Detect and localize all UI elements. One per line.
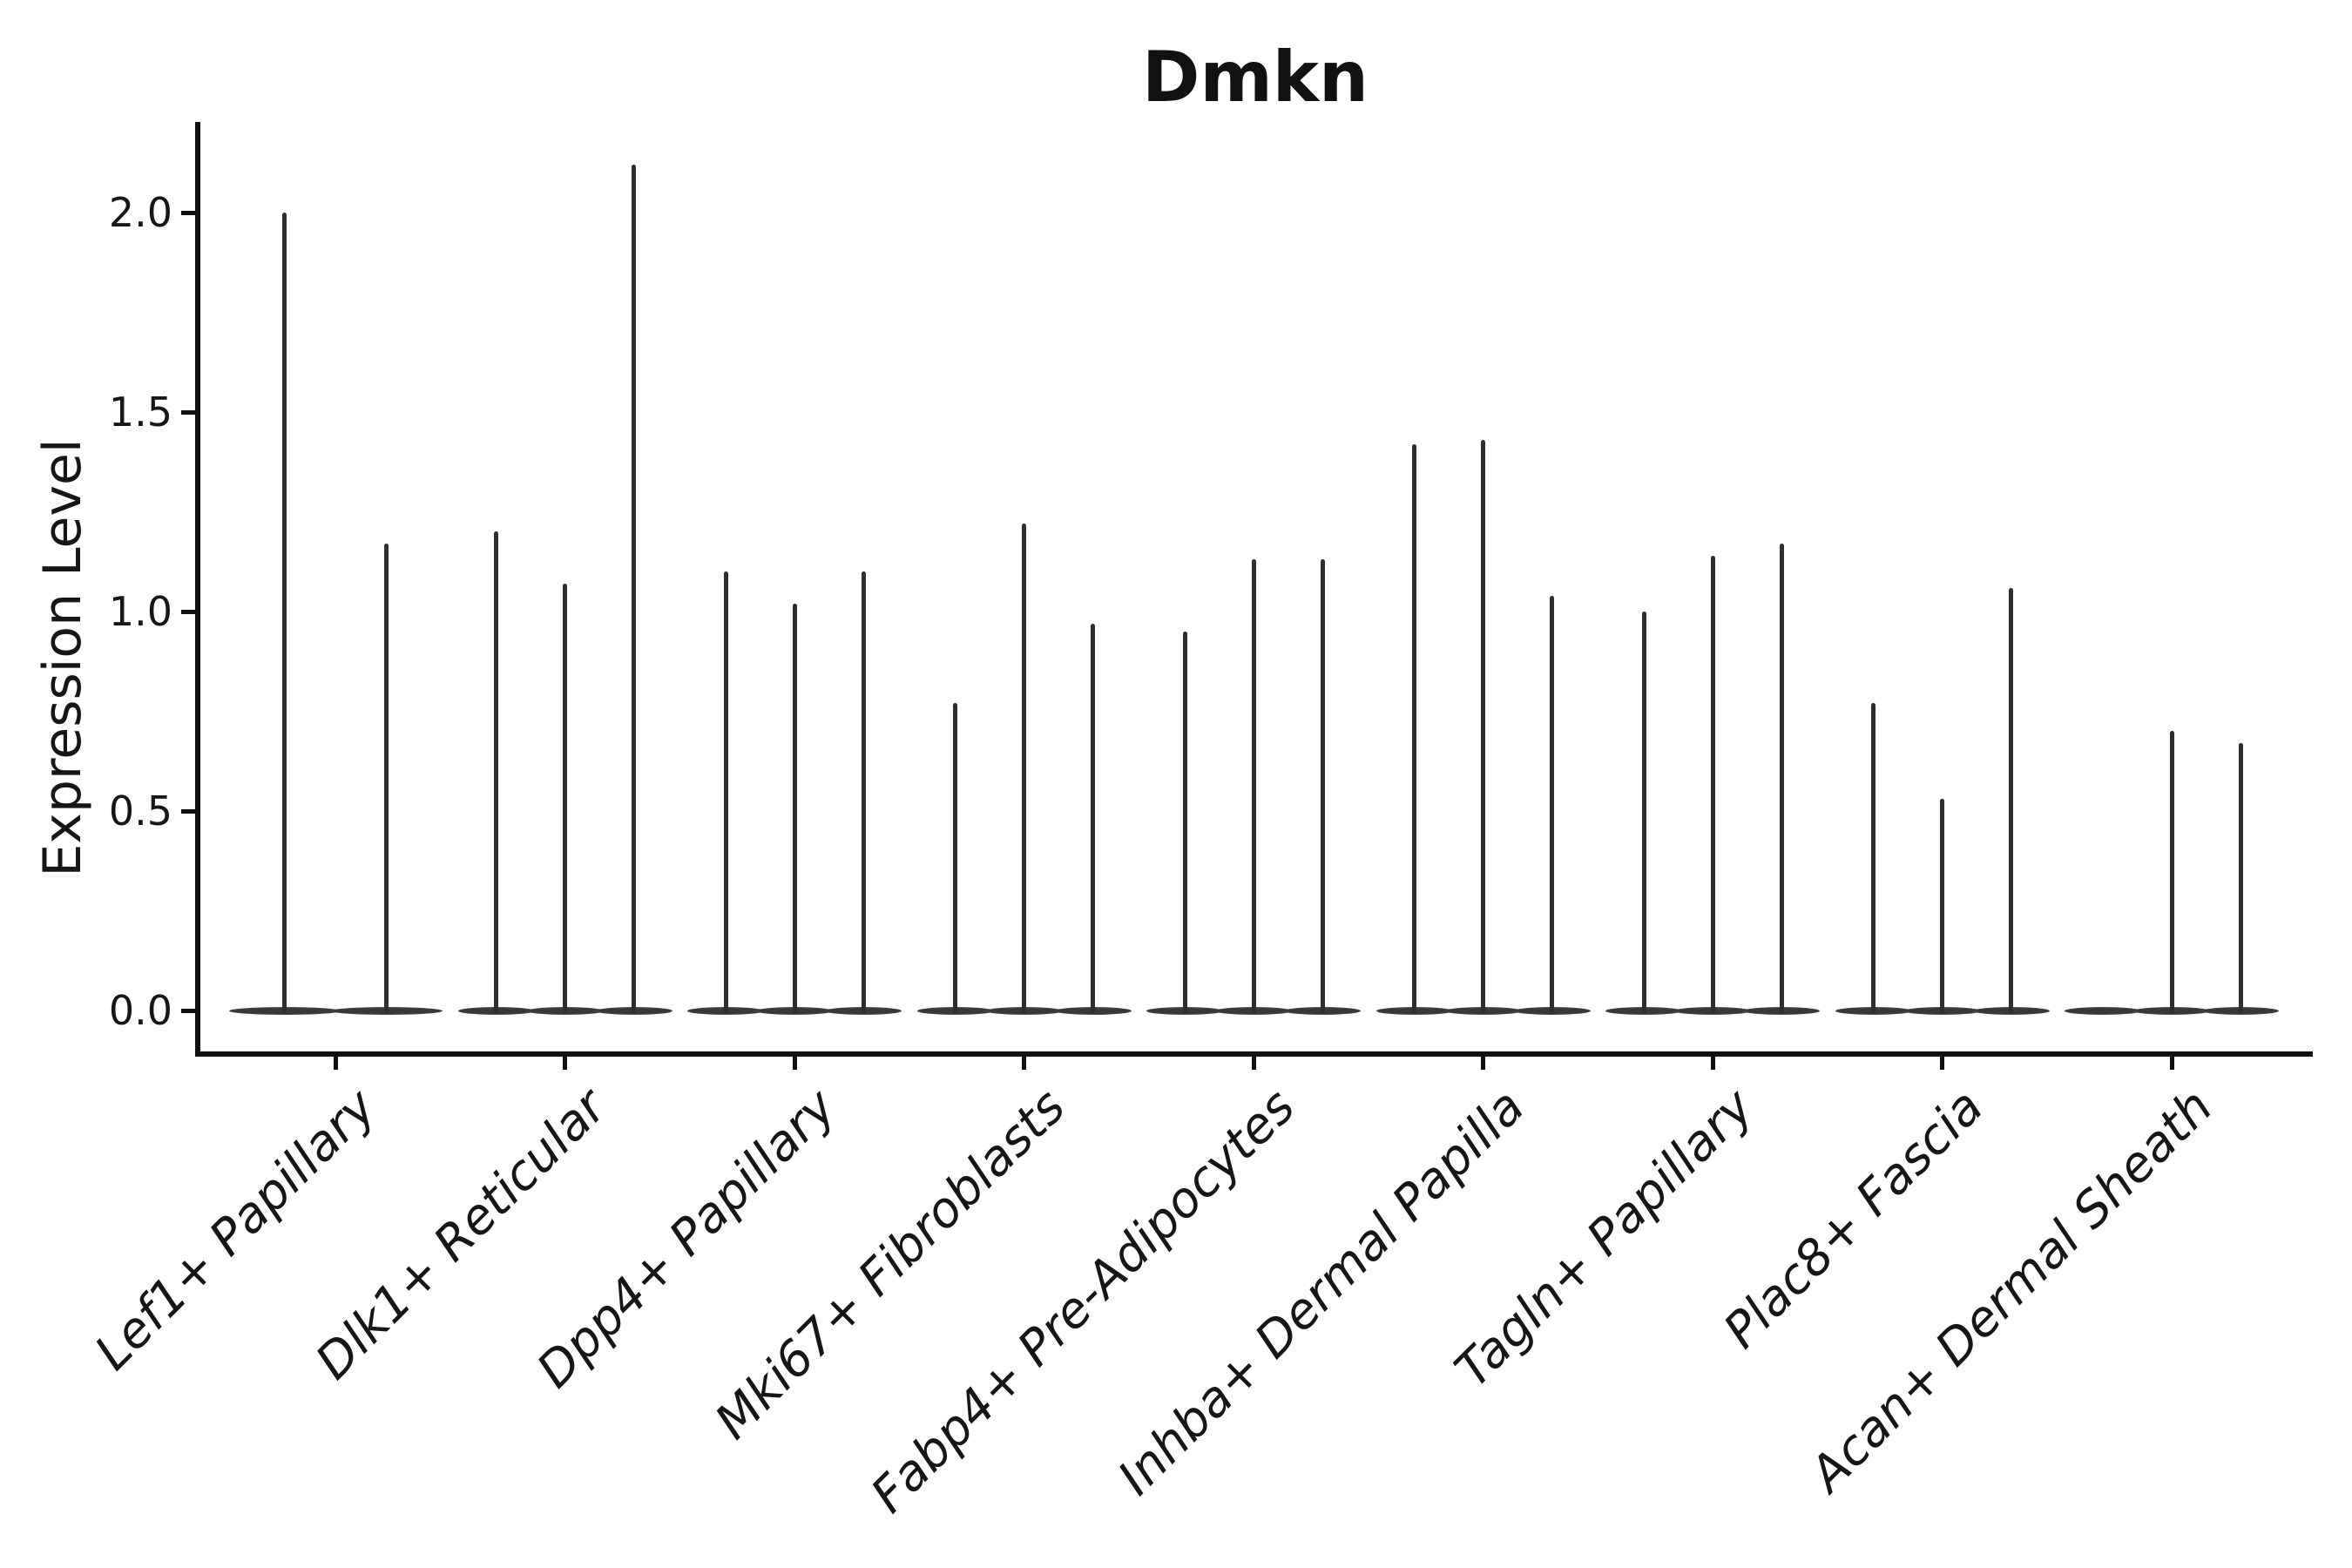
violin-spike (1641, 612, 1646, 1013)
y-tick-label: 1.0 (108, 588, 172, 635)
y-tick-label: 0.0 (108, 987, 172, 1034)
violin-spike (2169, 731, 2174, 1013)
violin-spike (861, 571, 866, 1013)
violin-spike (1320, 559, 1325, 1013)
violin-spike (1871, 703, 1876, 1013)
violin-spike (632, 165, 636, 1013)
violin-spike (1182, 631, 1187, 1013)
violin-spike (1022, 524, 1026, 1013)
x-axis-spine (195, 1051, 2313, 1057)
x-tick (1940, 1057, 1944, 1070)
x-tick (333, 1057, 338, 1070)
y-tick-label: 2.0 (108, 189, 172, 236)
y-tick (181, 609, 195, 614)
x-tick (1251, 1057, 1256, 1070)
violin-spike (723, 571, 728, 1013)
violin-spike (1251, 559, 1256, 1013)
violin-spike (792, 603, 797, 1013)
violin-spike (1481, 440, 1485, 1013)
violin-spike (563, 583, 567, 1013)
violin-spike (2238, 743, 2243, 1013)
y-tick-label: 0.5 (108, 787, 172, 835)
violin-spike (1091, 623, 1095, 1013)
plot-area (200, 122, 2313, 1051)
x-tick (1710, 1057, 1715, 1070)
violin-spike (1779, 544, 1784, 1013)
y-tick-label: 1.5 (108, 389, 172, 436)
x-tick-label: Fabp4+ Pre-Adipocytes (860, 1078, 1306, 1524)
violin-spike (494, 531, 498, 1013)
y-tick (181, 1008, 195, 1013)
violin-spike (1550, 595, 1554, 1013)
x-tick-label: Acan+ Dermal Sheath (1799, 1078, 2224, 1503)
violin-base (2065, 1007, 2141, 1015)
y-tick (181, 409, 195, 415)
violin-spike (384, 544, 389, 1013)
x-tick (792, 1057, 797, 1070)
x-tick-label: Inhba+ Dermal Papilla (1107, 1078, 1536, 1507)
x-tick (2169, 1057, 2174, 1070)
y-axis-spine (195, 122, 200, 1057)
y-tick (181, 808, 195, 814)
violin-spike (953, 703, 957, 1013)
violin-spike (1940, 799, 1944, 1013)
y-tick (181, 210, 195, 215)
violin-spike (1710, 555, 1715, 1013)
x-tick (563, 1057, 567, 1070)
violin-spike (1412, 443, 1416, 1013)
violin-spike (282, 213, 287, 1013)
x-tick (1481, 1057, 1485, 1070)
x-tick (1022, 1057, 1026, 1070)
plot-title: Dmkn (1142, 37, 1369, 118)
violin-spike (2009, 587, 2013, 1013)
